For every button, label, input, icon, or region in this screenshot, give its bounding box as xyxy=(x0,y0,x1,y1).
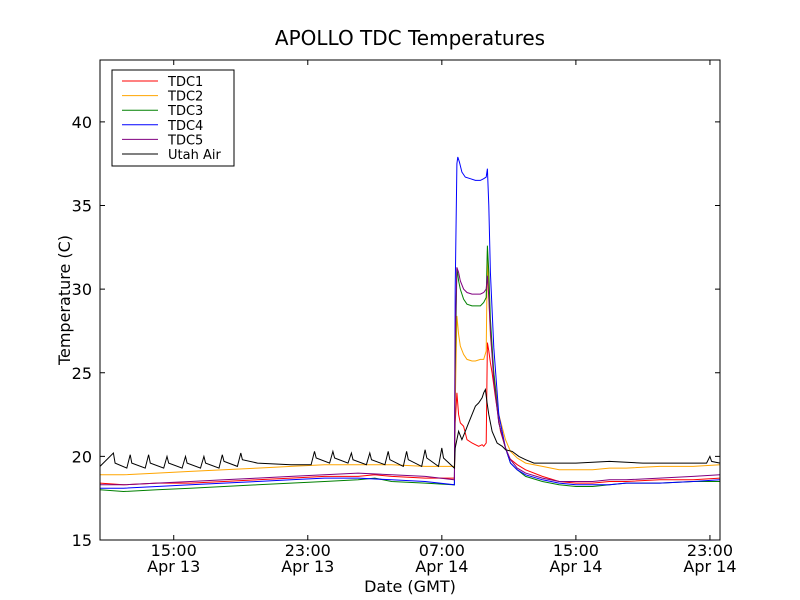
legend-label: TDC1 xyxy=(167,75,203,90)
series-line-tdc2 xyxy=(100,250,721,476)
y-tick-label: 20 xyxy=(72,447,92,466)
y-tick-label: 40 xyxy=(72,113,92,132)
series-line-tdc4 xyxy=(100,156,721,489)
x-tick-time-label: 07:00 xyxy=(419,541,465,560)
plot-frame xyxy=(99,59,721,541)
x-tick-date-label: Apr 13 xyxy=(147,557,200,576)
series-line-tdc3 xyxy=(99,245,720,493)
x-tick-time-label: 15:00 xyxy=(553,541,599,560)
series-line-tdc1 xyxy=(99,342,721,486)
y-axis-label: Temperature (C) xyxy=(55,235,74,366)
x-tick-date-label: Apr 14 xyxy=(683,557,736,576)
chart-title: APOLLO TDC Temperatures xyxy=(275,26,545,50)
y-tick-label: 35 xyxy=(72,197,92,216)
y-tick-label: 15 xyxy=(72,531,92,550)
x-tick-date-label: Apr 14 xyxy=(549,557,602,576)
series-layer xyxy=(99,156,721,493)
x-tick-time-label: 23:00 xyxy=(687,541,733,560)
legend-label: TDC3 xyxy=(167,104,203,119)
x-tick-time-label: 15:00 xyxy=(151,541,197,560)
legend-label: TDC2 xyxy=(167,90,203,105)
x-tick-time-label: 23:00 xyxy=(285,541,331,560)
series-line-tdc5 xyxy=(100,267,721,486)
legend-label: Utah Air xyxy=(168,148,221,163)
legend-box xyxy=(111,69,235,167)
x-axis-label: Date (GMT) xyxy=(364,577,456,596)
y-tick-label: 30 xyxy=(72,280,92,299)
series-line-utah-air xyxy=(99,387,721,470)
legend-label: TDC4 xyxy=(167,119,203,134)
x-tick-date-label: Apr 13 xyxy=(281,557,334,576)
legend-label: TDC5 xyxy=(167,133,203,148)
x-tick-date-label: Apr 14 xyxy=(415,557,468,576)
y-tick-label: 25 xyxy=(72,364,92,383)
